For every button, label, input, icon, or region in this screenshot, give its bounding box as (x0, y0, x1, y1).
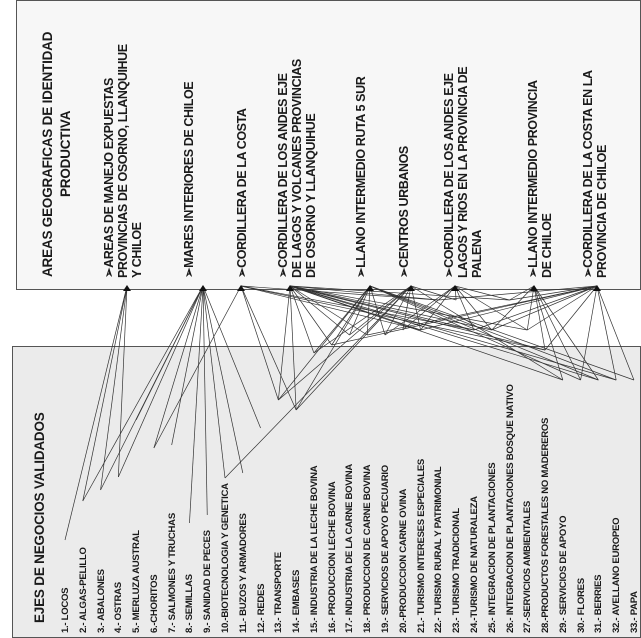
link-item-3-area-1 (100, 285, 128, 491)
link-item-4-area-2 (118, 285, 204, 478)
link-item-30-area-5 (369, 285, 581, 381)
link-item-20-area-6 (402, 285, 412, 331)
link-item-21-area-6 (410, 285, 421, 331)
link-item-16-area-9 (331, 285, 598, 346)
link-item-15-area-5 (313, 285, 371, 354)
link-item-24-area-9 (473, 285, 598, 331)
areas-panel: AREAS GEOGRAFICAS DE IDENTIDAD PRODUCTIV… (16, 0, 641, 290)
link-item-22-area-3 (240, 285, 439, 301)
link-item-2-area-2 (82, 285, 204, 502)
link-item-13-area-5 (278, 285, 371, 401)
link-item-25-area-7 (454, 285, 492, 331)
link-item-28-area-9 (544, 285, 598, 351)
link-item-18-area-5 (366, 285, 371, 336)
link-item-21-area-3 (240, 285, 421, 331)
link-item-10-area-2 (202, 285, 226, 479)
link-item-13-area-3 (240, 285, 279, 401)
link-item-16-area-4 (289, 285, 332, 346)
link-item-21-area-9 (420, 285, 598, 331)
link-item-32-area-9 (596, 285, 617, 381)
link-item-18-area-9 (367, 285, 598, 336)
arrowhead-area-3 (237, 285, 245, 291)
link-item-27-area-4 (289, 285, 528, 331)
link-item-17-area-6 (349, 285, 412, 336)
link-item-29-area-4 (289, 285, 563, 381)
arrowhead-area-5 (366, 285, 374, 291)
link-item-30-area-9 (580, 285, 598, 381)
arrowhead-area-7 (451, 285, 459, 291)
link-item-13-area-4 (278, 285, 291, 401)
link-item-11-area-2 (202, 285, 244, 474)
link-item-31-area-4 (289, 285, 599, 381)
link-item-17-area-4 (289, 285, 350, 336)
arrowhead-area-1 (123, 285, 131, 291)
link-item-14-area-5 (295, 285, 371, 411)
link-item-27-area-8 (526, 285, 535, 331)
arrowhead-area-6 (407, 285, 415, 291)
link-item-26-area-9 (509, 285, 598, 301)
link-item-4-area-1 (117, 285, 128, 478)
link-item-1-area-1 (64, 285, 128, 541)
link-item-33-area-9 (596, 285, 635, 381)
link-item-25-area-8 (491, 285, 535, 331)
link-item-2-area-1 (82, 285, 128, 502)
business-panel: EJES DE NEGOCIOS VALIDADOS 1.- LOCOS 2.- … (12, 346, 641, 638)
link-item-5-area-2 (135, 285, 204, 421)
link-item-17-area-5 (349, 285, 371, 336)
link-item-22-area-7 (438, 285, 456, 301)
link-item-28-area-8 (533, 285, 546, 351)
link-item-32-area-4 (289, 285, 617, 381)
link-item-29-area-8 (533, 285, 564, 381)
arrowhead-area-9 (593, 285, 601, 291)
link-item-8-area-2 (189, 285, 204, 524)
link-item-14-area-4 (289, 285, 297, 411)
link-item-22-area-9 (438, 285, 598, 301)
link-item-27-area-7 (454, 285, 528, 331)
link-item-26-area-4 (289, 285, 510, 301)
link-item-23-area-6 (410, 285, 457, 301)
arrowhead-area-2 (199, 285, 207, 291)
link-item-30-area-8 (533, 285, 581, 381)
link-item-15-area-4 (289, 285, 315, 354)
link-item-15-area-6 (313, 285, 412, 354)
link-item-9-area-2 (202, 285, 208, 516)
link-item-13-area-6 (278, 285, 412, 401)
link-item-19-area-7 (384, 285, 456, 336)
link-item-27-area-9 (527, 285, 598, 331)
link-item-12-area-2 (202, 285, 261, 429)
link-item-18-area-4 (289, 285, 368, 336)
link-item-28-area-3 (240, 285, 546, 351)
link-item-10-area-6 (224, 285, 412, 479)
link-item-25-area-9 (491, 285, 598, 331)
arrowhead-area-4 (286, 285, 294, 291)
link-item-26-area-7 (454, 285, 510, 301)
link-item-32-area-5 (369, 285, 617, 381)
link-item-16-area-5 (331, 285, 371, 346)
link-item-24-area-7 (454, 285, 475, 331)
link-item-14-area-6 (295, 285, 412, 411)
link-item-31-area-8 (533, 285, 599, 381)
link-item-33-area-5 (369, 285, 635, 381)
link-item-6-area-2 (153, 285, 204, 449)
link-item-19-area-6 (384, 285, 412, 336)
arrowhead-area-8 (530, 285, 538, 291)
link-item-26-area-8 (509, 285, 535, 301)
link-item-7-area-2 (171, 285, 204, 446)
link-item-19-area-5 (369, 285, 386, 336)
link-item-6-area-3 (153, 285, 242, 449)
